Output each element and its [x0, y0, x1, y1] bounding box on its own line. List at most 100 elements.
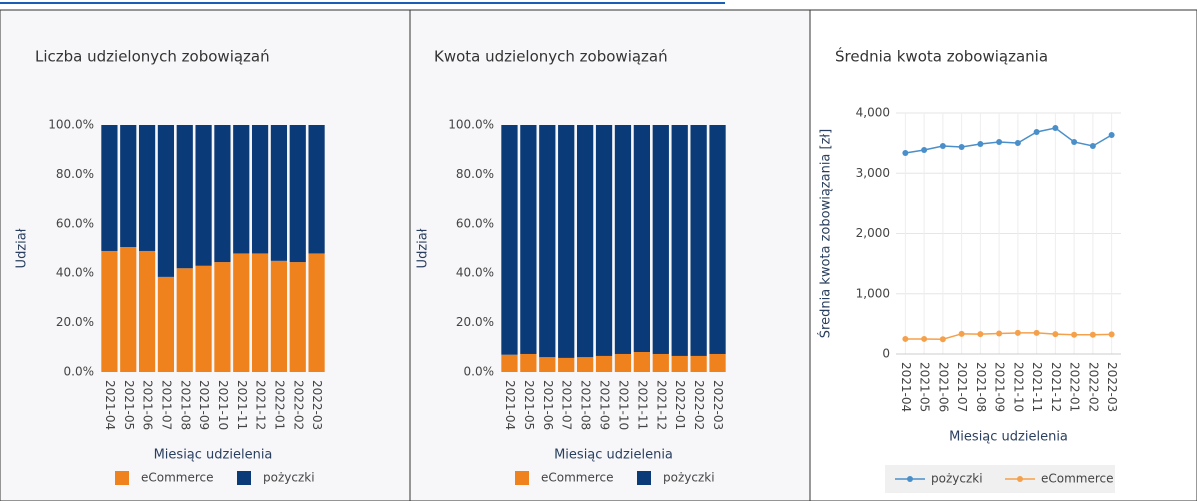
point	[977, 141, 984, 148]
y-tick-label: 100.0%	[48, 118, 94, 132]
point	[1108, 131, 1115, 138]
legend-swatch	[637, 471, 651, 485]
bar-segment	[576, 125, 594, 358]
bar-segment	[214, 125, 231, 263]
chart-title: Liczba udzielonych zobowiązań	[35, 48, 270, 66]
point	[1089, 143, 1096, 150]
y-tick-label: 20.0%	[56, 315, 94, 329]
bar-segment	[308, 253, 325, 372]
x-tick-label: 2022-01	[1068, 362, 1082, 412]
x-tick-label: 2021-08	[974, 362, 988, 412]
bar-segment	[520, 353, 537, 372]
bar-segment	[690, 125, 707, 356]
bar-segment	[558, 357, 575, 372]
bar-segment	[138, 125, 156, 251]
bar-segment	[157, 276, 175, 372]
x-tick-label: 2021-11	[1030, 362, 1044, 412]
bar-segment	[614, 125, 632, 354]
bar-segment	[120, 247, 137, 372]
bar-segment	[595, 355, 613, 372]
line	[905, 127, 1113, 154]
x-tick-label: 2021-06	[936, 362, 950, 412]
bar-segment	[214, 262, 231, 372]
x-tick-label: 2021-10	[616, 380, 630, 430]
x-tick-label: 2021-09	[598, 380, 612, 430]
point	[1014, 329, 1021, 336]
x-tick-label: 2021-08	[178, 380, 192, 430]
y-tick-label: 100.0%	[448, 118, 494, 132]
x-tick-label: 2022-03	[711, 380, 725, 430]
bar-segment	[633, 125, 651, 352]
y-tick-label: 60.0%	[56, 216, 94, 230]
bar-segment	[633, 351, 651, 372]
x-tick-label: 2021-05	[918, 362, 932, 412]
bar-segment	[690, 355, 707, 372]
bar-segment	[539, 125, 556, 358]
point	[939, 143, 946, 150]
legend-label: eCommerce	[1041, 472, 1114, 486]
bar-segment	[576, 357, 594, 372]
x-tick-label: 2022-03	[1105, 362, 1119, 412]
x-tick-label: 2022-02	[291, 380, 305, 430]
x-tick-label: 2021-06	[141, 380, 155, 430]
y-tick-label: 80.0%	[456, 167, 494, 181]
bar-segment	[251, 253, 269, 372]
bar-segment	[101, 125, 118, 251]
x-tick-label: 2021-10	[216, 380, 230, 430]
y-tick-label: 80.0%	[56, 167, 94, 181]
point	[1071, 331, 1078, 338]
bar-segment	[652, 125, 669, 354]
legend-label: pożyczki	[931, 472, 983, 486]
bar-segment	[157, 125, 175, 277]
legend-swatch	[515, 471, 529, 485]
legend-label: pożyczki	[263, 471, 315, 485]
y-tick-label: 60.0%	[456, 216, 494, 230]
y-tick-label: 1,000	[856, 286, 890, 300]
bar-segment	[289, 262, 306, 372]
panel	[809, 9, 1197, 501]
line	[905, 332, 1112, 340]
bar-segment	[652, 353, 669, 372]
x-tick-label: 2022-02	[692, 380, 706, 430]
bar-segment	[501, 125, 518, 355]
y-tick-label: 40.0%	[56, 266, 94, 280]
x-tick-label: 2021-12	[254, 380, 268, 430]
x-tick-label: 2021-11	[635, 380, 649, 430]
y-tick-label: 0	[882, 347, 890, 361]
x-axis-title: Miesiąc udzielenia	[949, 430, 1068, 445]
x-tick-label: 2021-12	[1049, 362, 1063, 412]
point	[1033, 329, 1040, 336]
y-tick-label: 4,000	[856, 106, 890, 120]
x-tick-label: 2021-04	[103, 380, 117, 430]
bar-segment	[308, 125, 325, 254]
point	[996, 138, 1003, 145]
y-tick-label: 40.0%	[456, 266, 494, 280]
y-axis-title: Średnia kwota zobowiązania [zł]	[818, 129, 834, 338]
chart-title: Kwota udzielonych zobowiązań	[434, 48, 668, 66]
x-tick-label: 2022-01	[272, 380, 286, 430]
bar-segment	[558, 125, 575, 358]
bar-segment	[176, 125, 193, 269]
point	[902, 335, 909, 342]
y-tick-label: 0.0%	[64, 365, 95, 379]
bar-segment	[539, 357, 556, 372]
point	[1108, 331, 1115, 338]
x-tick-label: 2021-08	[579, 380, 593, 430]
point	[921, 146, 928, 153]
point	[921, 335, 928, 342]
bar-segment	[595, 125, 613, 356]
bar-segment	[176, 268, 193, 372]
x-tick-label: 2021-11	[235, 380, 249, 430]
point	[1033, 128, 1040, 135]
point	[1089, 331, 1096, 338]
bar-segment	[501, 354, 518, 372]
bar-segment	[270, 125, 288, 261]
point	[1052, 125, 1059, 132]
x-tick-label: 2021-07	[159, 380, 173, 430]
bar-segment	[233, 253, 250, 372]
x-tick-label: 2022-02	[1086, 362, 1100, 412]
point	[958, 330, 965, 337]
bar-segment	[289, 125, 306, 263]
point	[958, 143, 965, 150]
